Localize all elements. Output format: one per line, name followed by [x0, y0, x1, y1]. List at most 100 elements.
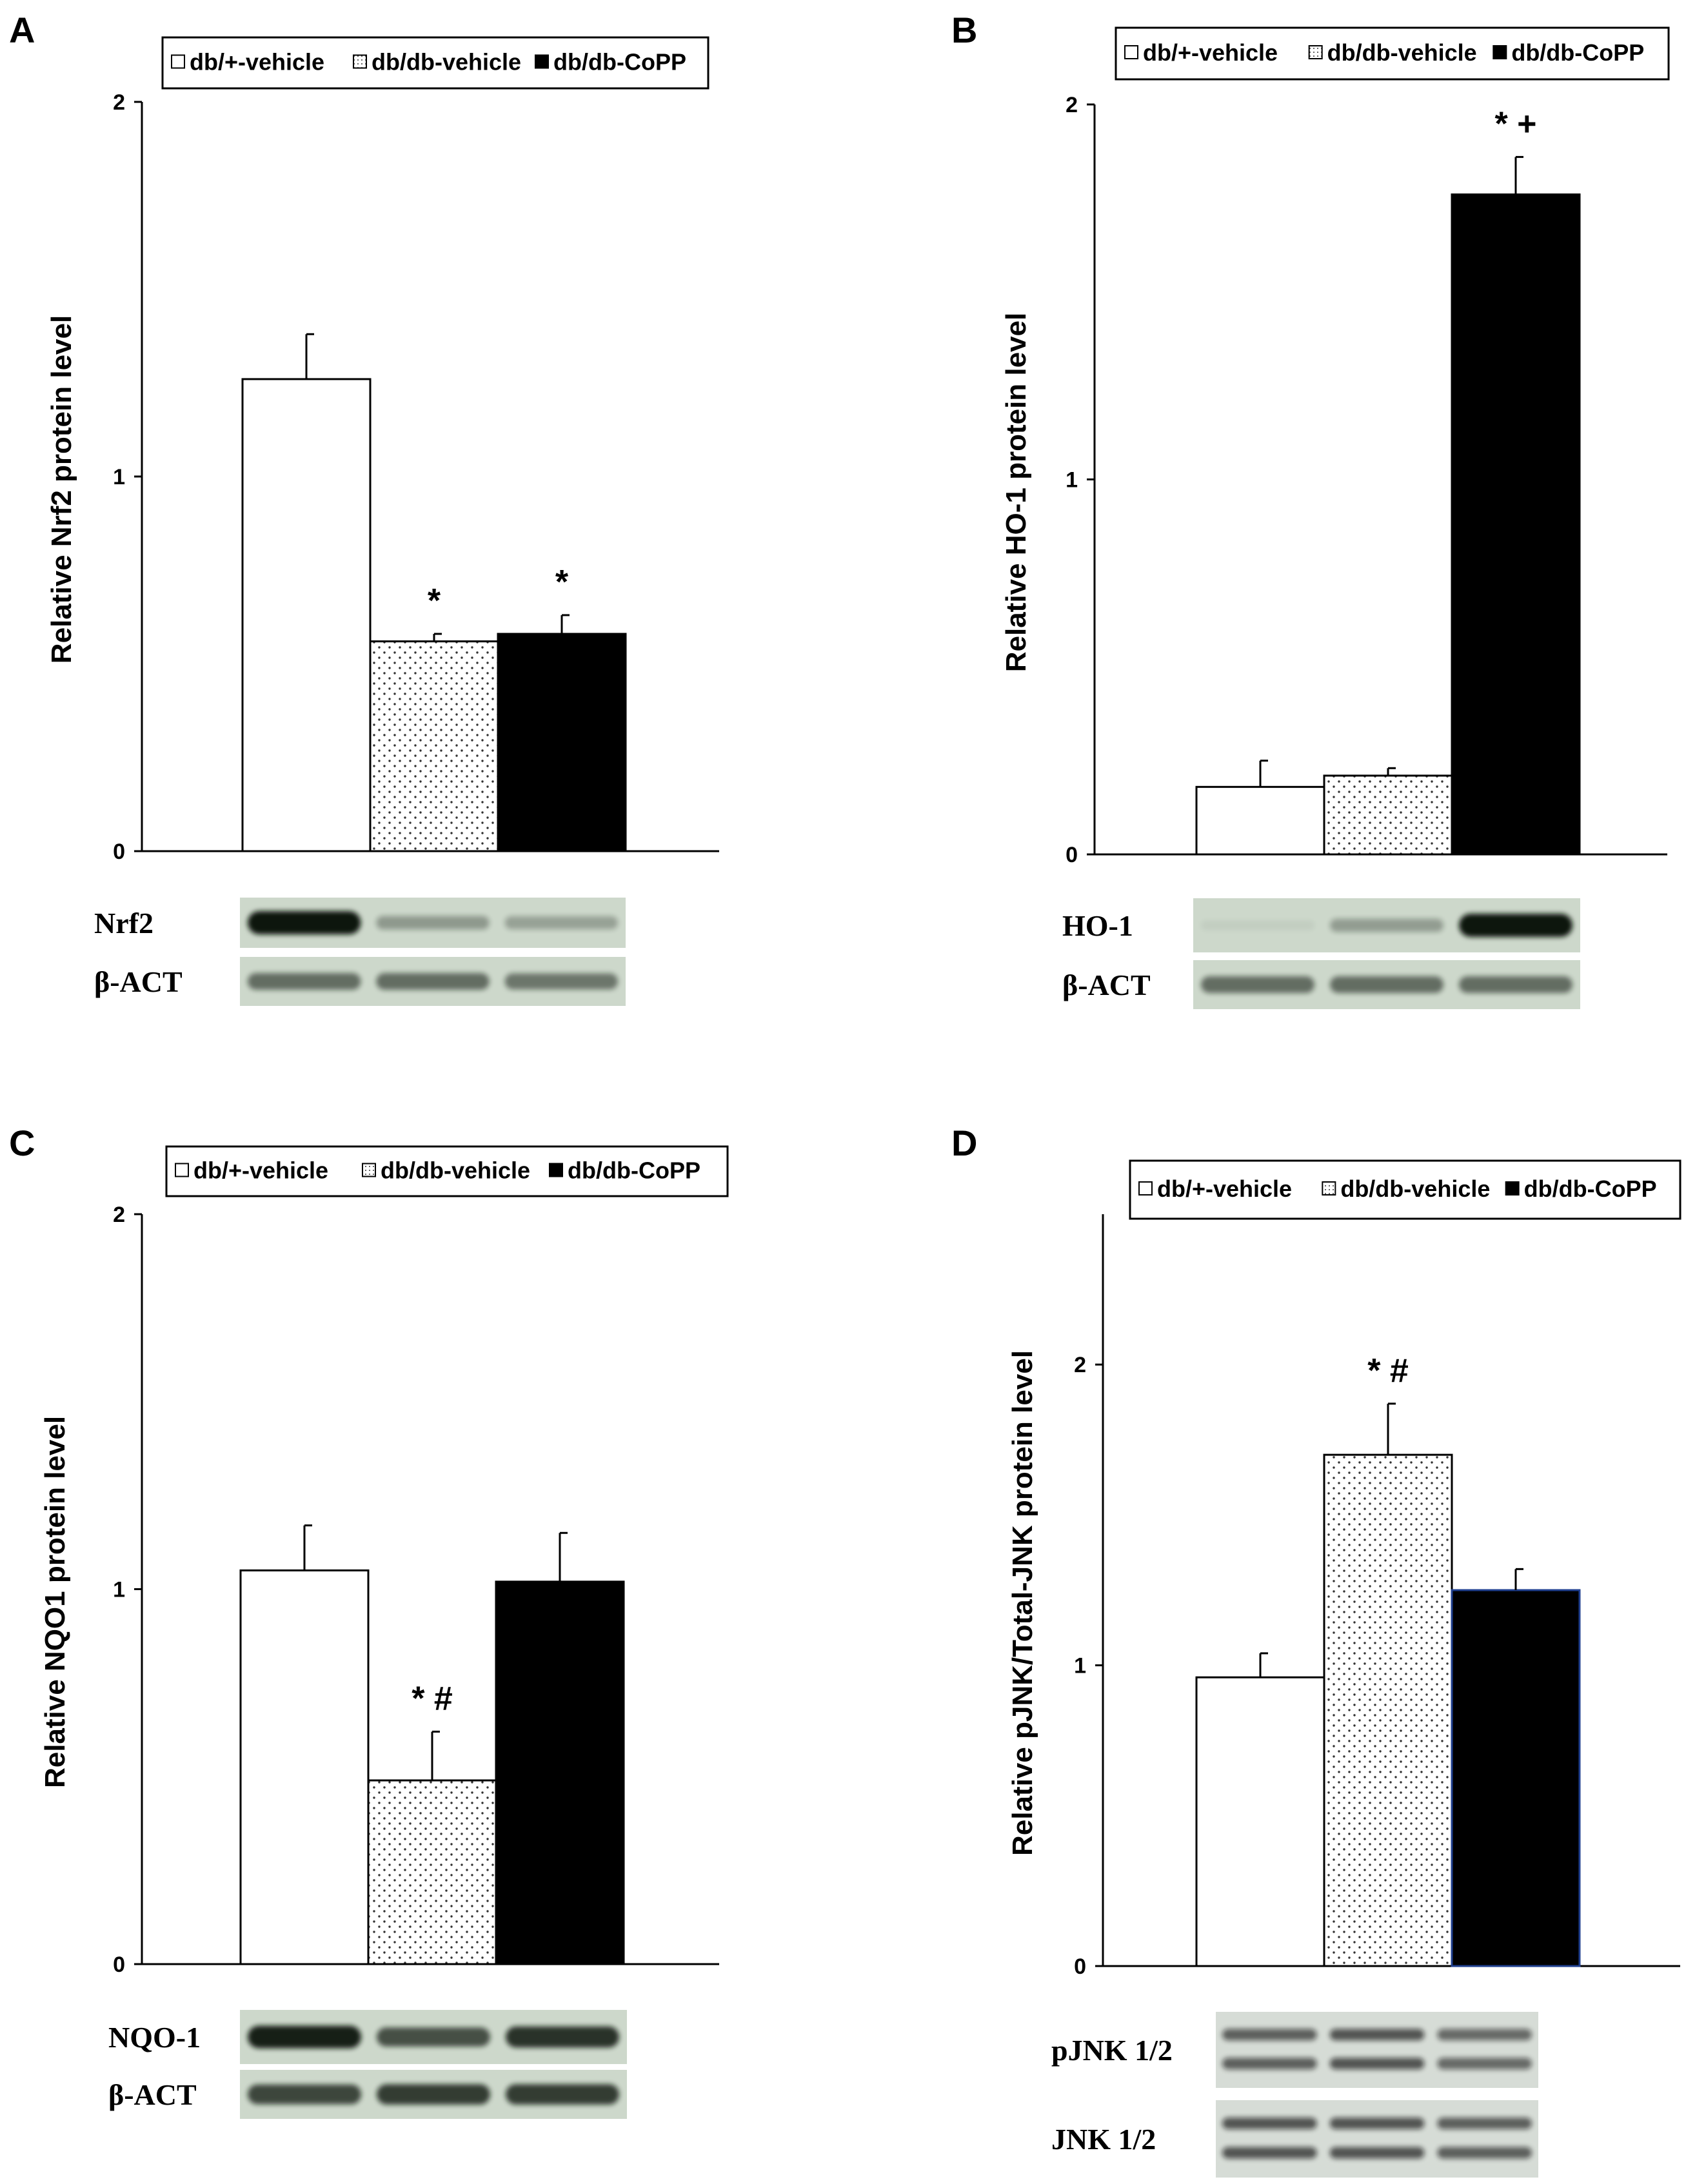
panel-letter: D [951, 1123, 977, 1163]
blot-band [1222, 2147, 1317, 2159]
bar [1323, 1453, 1453, 1967]
significance-label: * # [412, 1680, 453, 1717]
blot-band [1329, 2147, 1425, 2159]
chart-panel-c: C 0 1 2 Relative NQO1 protein level * # db/+-v… [9, 1123, 729, 2119]
y-tick-label: 0 [1066, 843, 1078, 867]
legend-label: db/db-vehicle [1340, 1176, 1490, 1202]
legend-swatch [1322, 1181, 1336, 1195]
blot-band [506, 2026, 619, 2048]
legend-swatch [175, 1163, 189, 1177]
blot-band [1329, 2058, 1425, 2070]
y-axis-label: Relative pJNK/Total-JNK protein level [1007, 1350, 1038, 1856]
legend-label: db/db-CoPP [568, 1157, 700, 1184]
y-tick-label: 1 [113, 465, 125, 489]
bar [239, 1569, 370, 1965]
bar [1451, 1589, 1581, 1967]
blot-row-label: β-ACT [94, 965, 183, 998]
blot-band [247, 911, 361, 934]
significance-label: * [428, 582, 441, 620]
blot-band [504, 916, 619, 930]
blot-band [377, 2027, 490, 2047]
blot-row-label: Nrf2 [94, 907, 154, 940]
blot-band [248, 2025, 361, 2049]
bar [367, 1779, 497, 1965]
legend-label: db/db-vehicle [381, 1157, 530, 1184]
y-tick-label: 1 [1074, 1654, 1086, 1678]
legend-swatch [1505, 1181, 1520, 1195]
legend-label: db/db-vehicle [372, 49, 521, 75]
blot-band [248, 2084, 361, 2105]
legend-label: db/db-CoPP [1524, 1176, 1657, 1202]
legend-label: db/db-vehicle [1327, 39, 1477, 66]
legend-label: db/+-vehicle [1143, 39, 1278, 66]
y-axis-label: Relative HO-1 protein level [1000, 313, 1032, 673]
legend-label: db/+-vehicle [1157, 1176, 1292, 1202]
legend-box [1129, 1159, 1681, 1220]
legend-label: db/db-CoPP [553, 49, 686, 75]
y-tick-label: 0 [113, 840, 125, 864]
y-axis-label: Relative Nrf2 protein level [46, 315, 77, 664]
bar [1195, 1676, 1325, 1967]
blot-band [1437, 2147, 1532, 2159]
blot-band [376, 972, 490, 990]
legend-label: db/+-vehicle [190, 49, 324, 75]
chart-panel-a: A 0 1 2 Relative Nrf2 protein level * * db/+-ve… [9, 10, 719, 1006]
legend-box [165, 1145, 729, 1197]
blot-row-label: HO-1 [1062, 909, 1133, 942]
significance-label: * # [1367, 1352, 1409, 1390]
legend-swatch [1124, 45, 1138, 59]
blot-band [1437, 2029, 1532, 2041]
blot-strip [1216, 2012, 1538, 2088]
legend-swatch [1493, 45, 1507, 59]
blot-row-label: NQO-1 [108, 2021, 201, 2054]
bar [1195, 785, 1325, 856]
blot-band [506, 2084, 619, 2105]
blot-band [1459, 914, 1572, 937]
blot-band [1329, 2029, 1425, 2041]
bar [369, 640, 499, 852]
legend-swatch [353, 54, 367, 69]
blot-row-label: β-ACT [1062, 969, 1151, 1001]
chart-panel-d: D 0 1 2 Relative pJNK/Total-JNK protein leve… [951, 1123, 1681, 2178]
panel-letter: C [9, 1123, 35, 1163]
legend-label: db/+-vehicle [193, 1157, 328, 1184]
blot-band [1222, 2058, 1317, 2070]
panel-letter: A [9, 10, 35, 50]
legend-box [1115, 26, 1670, 81]
y-tick-label: 2 [1066, 93, 1078, 117]
blot-band [247, 972, 361, 990]
y-axis-label: Relative NQO1 protein level [39, 1416, 71, 1788]
y-tick-label: 1 [113, 1578, 125, 1602]
legend-swatch [535, 54, 549, 69]
blot-band [1437, 2118, 1532, 2129]
significance-label: * + [1494, 105, 1536, 143]
y-tick-label: 2 [1074, 1353, 1086, 1377]
blot-strip [1216, 2100, 1538, 2178]
blot-band [1201, 976, 1314, 994]
bar [1323, 774, 1453, 856]
bar [241, 378, 372, 852]
legend-swatch [1138, 1181, 1153, 1195]
blot-band [1222, 2029, 1317, 2041]
y-tick-label: 0 [1074, 1954, 1086, 1979]
blot-band [1222, 2118, 1317, 2129]
blot-band [376, 916, 490, 930]
blot-row-label: JNK 1/2 [1051, 2123, 1156, 2156]
significance-label: * [555, 564, 569, 601]
legend-label: db/db-CoPP [1511, 39, 1644, 66]
legend-swatch [1308, 45, 1323, 59]
panel-letter: B [951, 10, 977, 50]
blot-band [1201, 920, 1314, 930]
chart-panel-b: B 0 1 2 Relative HO-1 protein level * + db/+-v… [951, 10, 1670, 1009]
blot-row-label: β-ACT [108, 2078, 197, 2111]
blot-row-label: pJNK 1/2 [1051, 2034, 1173, 2067]
legend-box [161, 36, 709, 90]
y-tick-label: 2 [113, 1203, 125, 1227]
y-tick-label: 2 [113, 90, 125, 115]
legend-swatch [549, 1163, 563, 1177]
legend-swatch [171, 54, 185, 69]
blot-band [1437, 2058, 1532, 2070]
blot-band [1330, 976, 1443, 994]
legend-swatch [362, 1163, 376, 1177]
